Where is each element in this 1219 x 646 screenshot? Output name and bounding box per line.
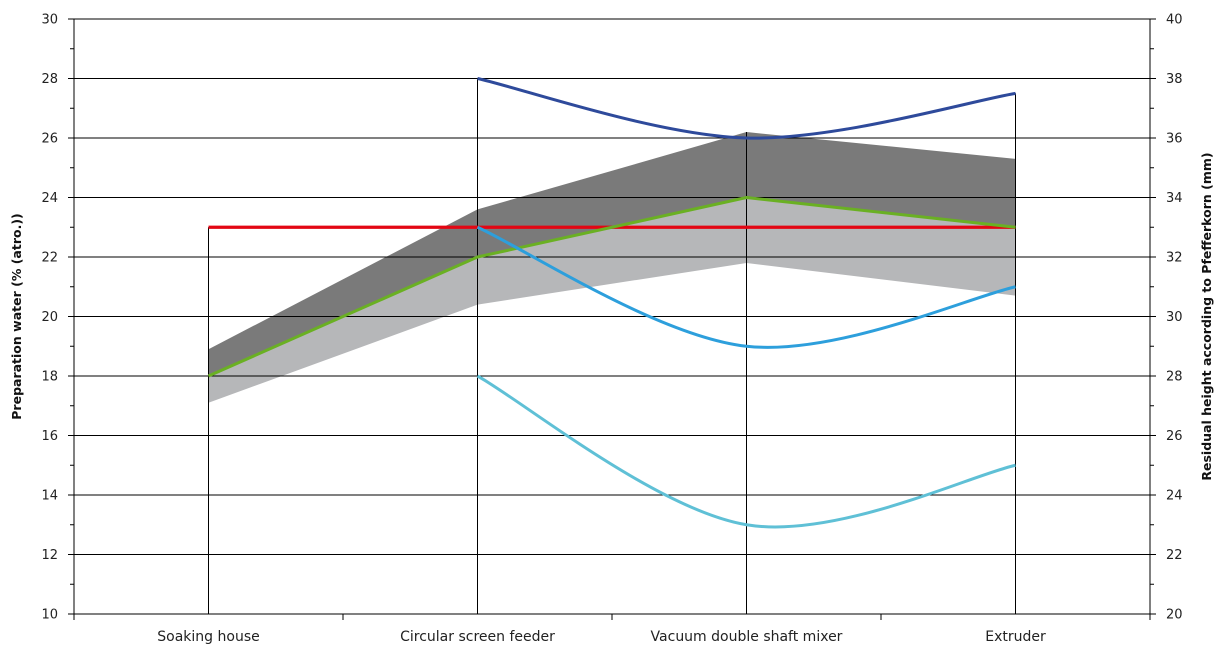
y-tick-label: 26 bbox=[41, 132, 58, 147]
series-layer bbox=[207, 77, 1016, 529]
y2-tick-label: 38 bbox=[1166, 72, 1183, 87]
category-drop-lines bbox=[208, 78, 1016, 614]
y2-tick-label: 34 bbox=[1166, 191, 1183, 206]
y-tick-label: 16 bbox=[41, 429, 58, 444]
y-tick-label: 24 bbox=[41, 191, 58, 206]
gridlines bbox=[74, 18, 1150, 615]
x-category-label: Soaking house bbox=[157, 629, 259, 645]
y-tick-label: 28 bbox=[41, 72, 58, 87]
y-tick-label: 10 bbox=[41, 608, 58, 623]
y-tick-label: 12 bbox=[41, 548, 58, 563]
y2-tick-label: 36 bbox=[1166, 132, 1183, 147]
y2-tick-label: 20 bbox=[1166, 608, 1183, 623]
tick-labels: 10 12 14 16 18 20 22 24 26 28 30 20 22 24 26 28 30 32 34 36… bbox=[41, 13, 1182, 646]
y-axis-title: Preparation water (% (atro.)) bbox=[9, 213, 24, 419]
y2-tick-label: 26 bbox=[1166, 429, 1183, 444]
y2-tick-label: 30 bbox=[1166, 310, 1183, 325]
y-tick-label: 14 bbox=[41, 489, 58, 504]
range-band-1 bbox=[208, 132, 1016, 376]
y-tick-label: 22 bbox=[41, 251, 58, 266]
series-line-3 bbox=[477, 77, 1016, 140]
range-band-2 bbox=[208, 197, 1016, 403]
y2-tick-label: 24 bbox=[1166, 489, 1183, 504]
y-tick-label: 20 bbox=[41, 310, 58, 325]
y-tick-label: 18 bbox=[41, 370, 58, 385]
series-line-4 bbox=[476, 225, 1016, 349]
y2-axis-title: Residual height according to Pfefferkorn… bbox=[1199, 152, 1214, 480]
band-layer bbox=[208, 132, 1016, 403]
y2-tick-label: 32 bbox=[1166, 251, 1183, 266]
x-category-label: Vacuum double shaft mixer bbox=[651, 629, 843, 645]
axes bbox=[68, 18, 1156, 620]
x-category-label: Circular screen feeder bbox=[400, 629, 555, 645]
series-line-2 bbox=[207, 196, 1016, 378]
y2-tick-label: 40 bbox=[1166, 13, 1183, 28]
series-line-5 bbox=[476, 374, 1016, 529]
x-category-label: Extruder bbox=[985, 629, 1046, 645]
y2-tick-label: 28 bbox=[1166, 370, 1183, 385]
y-tick-label: 30 bbox=[41, 13, 58, 28]
y2-tick-label: 22 bbox=[1166, 548, 1183, 563]
